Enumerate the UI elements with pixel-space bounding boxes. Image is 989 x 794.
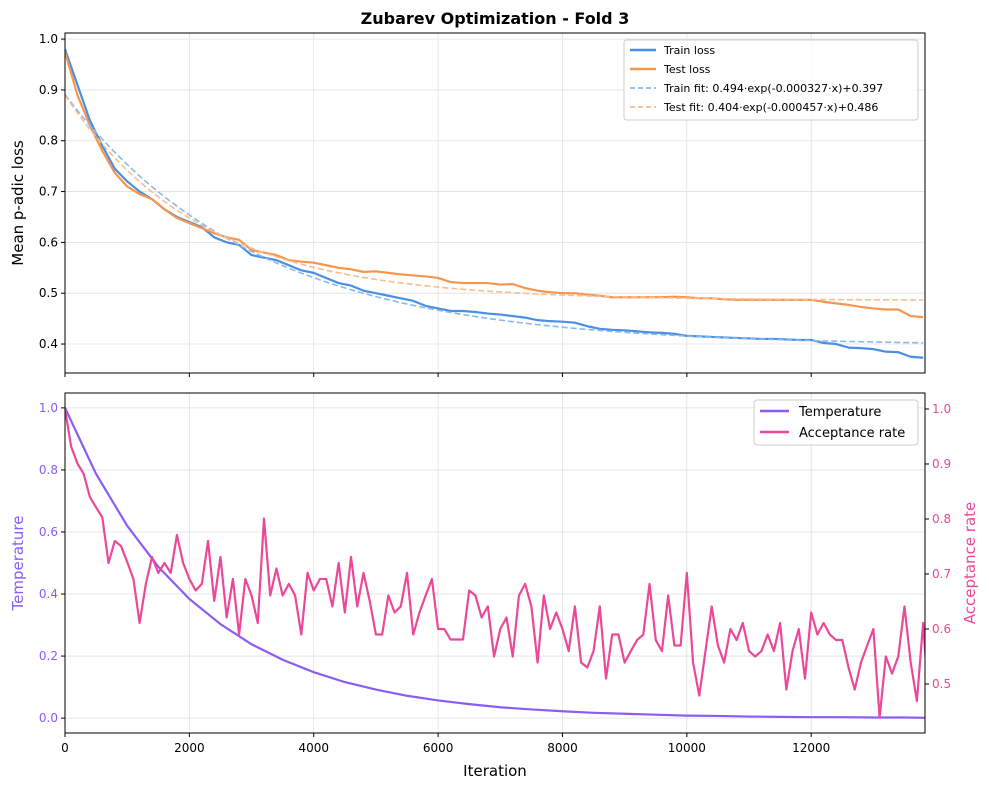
left-y-tick-label: 0.8 — [39, 463, 58, 477]
bottom-ticks: 0 2000 4000 6000 8000 10000 12000 0.0 0.2 0.4 0.6 0… — [39, 401, 951, 755]
y-tick-label: 0.8 — [39, 134, 58, 148]
left-y-tick-label: 0.6 — [39, 525, 58, 539]
right-y-tick-label: 0.7 — [932, 567, 951, 581]
left-y-tick-label: 0.2 — [39, 649, 58, 663]
right-y-tick-label: 0.9 — [932, 457, 951, 471]
top-plot-area — [65, 48, 924, 359]
bottom-axes-frame — [64, 392, 926, 734]
y-tick-label: 1.0 — [39, 32, 58, 46]
right-y-axis-label: Acceptance rate — [961, 502, 979, 625]
legend-label-acceptance-rate: Acceptance rate — [799, 426, 905, 441]
x-tick-label: 10000 — [668, 741, 706, 755]
y-tick-label: 0.5 — [39, 286, 58, 300]
legend-label-train-loss: Train loss — [663, 44, 715, 57]
x-axis-label: Iteration — [463, 762, 527, 780]
x-tick-label: 6000 — [423, 741, 454, 755]
right-y-tick-label: 0.6 — [932, 622, 951, 636]
y-tick-label: 0.7 — [39, 185, 58, 199]
y-tick-label: 0.4 — [39, 337, 58, 351]
left-y-tick-label: 1.0 — [39, 401, 58, 415]
test-fit-line — [65, 94, 924, 301]
legend-label-train-fit: Train fit: 0.494·exp(-0.000327·x)+0.397 — [663, 82, 883, 95]
top-axes-frame — [64, 32, 926, 374]
right-y-tick-label: 1.0 — [932, 402, 951, 416]
bottom-legend: Temperature Acceptance rate — [753, 399, 919, 446]
top-legend: Train loss Test loss Train fit: 0.494·ex… — [623, 39, 919, 121]
y-tick-label: 0.6 — [39, 235, 58, 249]
acceptance-rate-line — [65, 408, 925, 719]
legend-label-test-loss: Test loss — [663, 63, 711, 76]
left-y-tick-label: 0.4 — [39, 587, 58, 601]
temperature-line — [65, 407, 925, 719]
x-tick-label: 0 — [61, 741, 69, 755]
top-y-axis-label: Mean p-adic loss — [9, 140, 27, 266]
chart-title: Zubarev Optimization - Fold 3 — [361, 9, 630, 28]
legend-label-temperature: Temperature — [798, 405, 881, 420]
y-tick-label: 0.9 — [39, 83, 58, 97]
bottom-plot-area — [65, 407, 925, 719]
left-y-tick-label: 0.0 — [39, 711, 58, 725]
x-tick-label: 8000 — [547, 741, 578, 755]
top-ticks: 0.4 0.5 0.6 0.7 0.8 0.9 1.0 — [39, 32, 812, 377]
right-y-tick-label: 0.5 — [932, 677, 951, 691]
x-tick-label: 12000 — [792, 741, 830, 755]
right-y-tick-label: 0.8 — [932, 512, 951, 526]
left-y-axis-label: Temperature — [9, 515, 27, 611]
legend-label-test-fit: Test fit: 0.404·exp(-0.000457·x)+0.486 — [663, 101, 878, 114]
x-tick-label: 4000 — [298, 741, 329, 755]
train-fit-line — [65, 94, 924, 344]
x-tick-label: 2000 — [174, 741, 205, 755]
